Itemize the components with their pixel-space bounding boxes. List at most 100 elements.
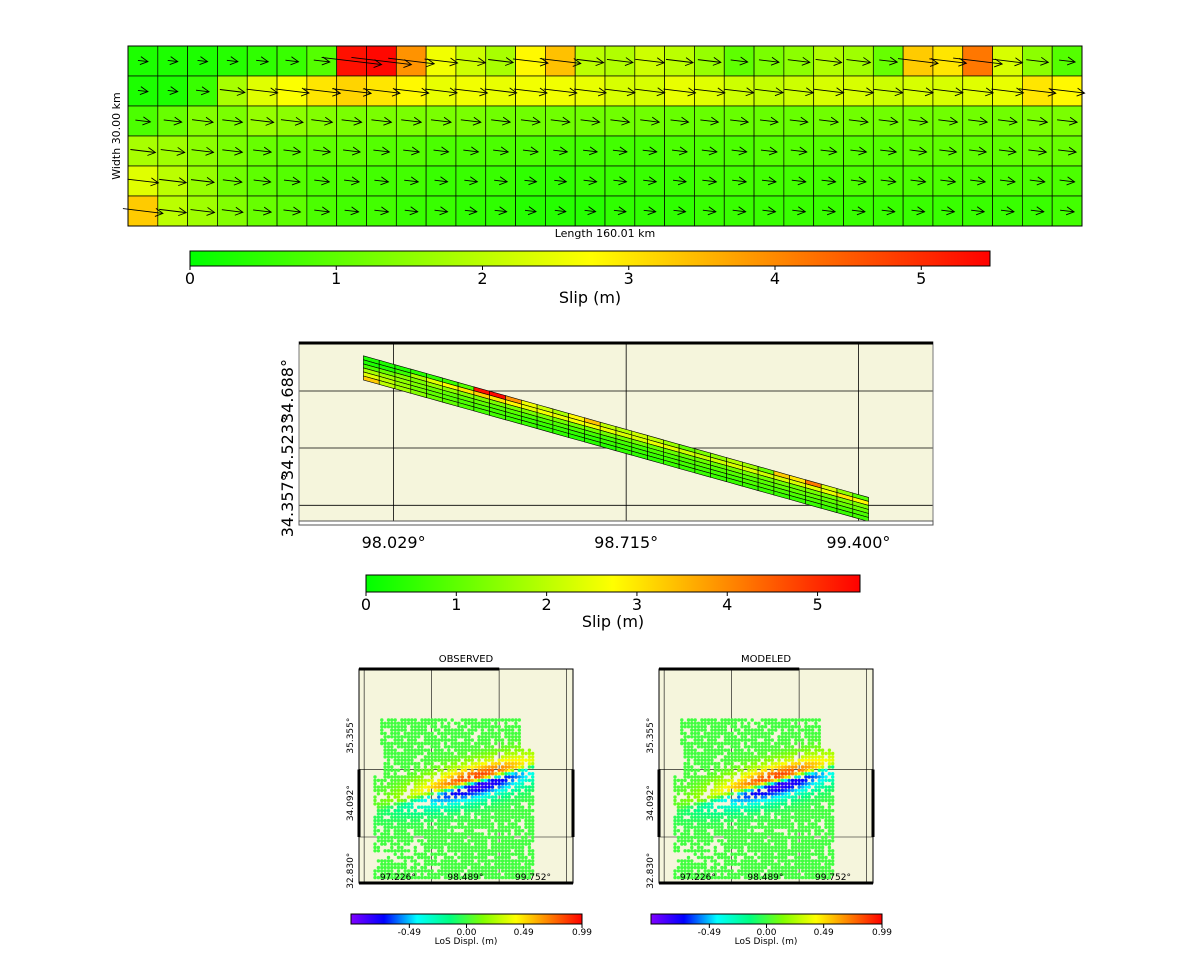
insar-observed-point-1288 [383,765,387,769]
insar-observed-point-1430 [507,755,511,759]
insar-modeled-point-447 [774,839,778,843]
slip-colorbar-2-tick-label-1: 1 [451,595,461,614]
insar-observed-point-1531 [460,745,464,749]
insar-modeled-point-263 [763,855,768,860]
los-colorbar-observed-tick-label-2: 0.49 [514,928,534,938]
slip-arrow-r5-c15 [584,206,597,216]
insar-modeled-point-1155 [730,778,734,783]
insar-observed-point-1248 [507,772,511,776]
insar-modeled-point-198 [794,862,798,866]
insar-observed-point-862 [527,805,532,809]
slip-arrow-r0-c18 [665,57,694,67]
insar-modeled-point-977 [686,792,691,796]
insar-observed-point-815 [510,808,515,813]
insar-observed-point-840 [443,805,448,809]
insar-modeled-point-1608 [800,738,805,742]
insar-observed-point-404 [460,842,464,846]
insar-modeled-point-1766 [733,721,738,725]
insar-observed-point-491 [484,835,488,840]
insar-modeled-point-1578 [807,741,811,746]
insar-modeled-point-1079 [767,785,771,789]
insar-modeled-point-733 [810,815,815,819]
insar-observed-point-1149 [410,778,414,783]
insar-modeled-point-1566 [753,741,758,746]
slip-arrow-r2-c22 [789,116,809,126]
insar-observed-point-1024 [413,788,417,793]
insar-modeled-point-330 [763,849,768,853]
insar-observed-point-69 [470,872,474,876]
insar-observed-point-422 [527,842,532,846]
insar-observed-point-618 [373,822,377,826]
insar-observed-point-777 [514,812,518,816]
insar-observed-point-1091 [514,785,518,789]
insar-modeled-point-1270 [750,768,754,772]
insar-modeled-point-170 [683,862,687,866]
insar-observed-point-573 [520,829,525,833]
insar-observed-point-284 [423,852,428,856]
insar-observed-point-710 [420,815,424,819]
insar-observed-point-1022 [403,788,407,793]
insar-modeled-point-184 [740,862,744,866]
insar-observed-point-45 [373,872,377,876]
insar-observed-point-803 [470,808,474,813]
insar-observed-point-1672 [470,731,474,736]
insar-modeled-point-92 [690,869,694,873]
insar-observed-point-113 [474,869,478,873]
insar-observed-point-138 [403,865,407,870]
insar-observed-point-1776 [480,721,485,725]
insar-observed-point-1390 [510,758,515,762]
insar-modeled-point-946 [706,795,711,799]
insar-modeled-point-481 [747,835,751,840]
insar-observed-point-1675 [487,731,491,736]
insar-observed-point-442 [453,839,458,843]
insar-modeled-point-1754 [693,721,697,725]
insar-modeled-point-1687 [696,728,701,732]
insar-modeled-point-587 [717,825,721,829]
insar-observed-point-419 [517,842,521,846]
insar-modeled-point-88 [676,869,681,873]
insar-modeled-point-888 [790,802,795,806]
insar-modeled-point-275 [817,855,821,860]
insar-modeled-point-554 [727,829,731,833]
insar-modeled-point-277 [824,855,828,860]
insar-modeled-point-1525 [737,745,741,749]
insar-observed-point-1471 [514,751,518,756]
insar-observed-point-1066 [423,785,428,789]
insar-modeled-point-90 [683,869,687,873]
insar-modeled-point-879 [753,802,758,806]
insar-observed-point-995 [460,792,464,796]
insar-observed-point-1759 [410,721,414,725]
insar-observed-point-92 [390,869,394,873]
insar-observed-point-1461 [474,751,478,756]
insar-modeled-point-1691 [713,728,717,732]
los-colorbar-observed-ticks: -0.49 0.00 0.49 0.99 [398,924,592,938]
insar-observed-point-735 [517,815,521,819]
insar-observed-point-1670 [463,731,468,736]
insar-modeled-point-361 [747,845,751,850]
insar-observed-point-628 [410,822,414,826]
insar-modeled-point-1162 [760,778,764,783]
insar-modeled-point-60 [737,872,741,876]
insar-modeled-point-1313 [787,765,791,769]
insar-modeled-point-548 [700,829,704,833]
insar-observed-point-358 [433,845,438,850]
insar-observed-point-29 [474,875,478,880]
insar-modeled-point-1414 [747,755,751,759]
insar-observed-point-1442 [400,751,404,756]
insar-modeled-point-1447 [717,751,721,756]
insar-observed-point-1225 [423,772,428,776]
insar-modeled-point-397 [737,842,741,846]
insar-modeled-point-1497 [770,748,774,752]
insar-observed-point-1126 [484,782,488,786]
slip-arrow-r0-c9 [388,57,436,68]
insar-modeled-point-249 [700,855,704,860]
insar-modeled-point-947 [710,795,714,799]
insar-modeled-point-1269 [747,768,751,772]
slip-patch-r5-c18 [664,195,695,227]
insar-observed-point-1467 [494,751,498,756]
insar-observed-point-707 [410,815,414,819]
insar-modeled-point-703 [696,815,701,819]
insar-observed-point-496 [500,835,505,840]
insar-modeled-point-1218 [683,772,687,776]
